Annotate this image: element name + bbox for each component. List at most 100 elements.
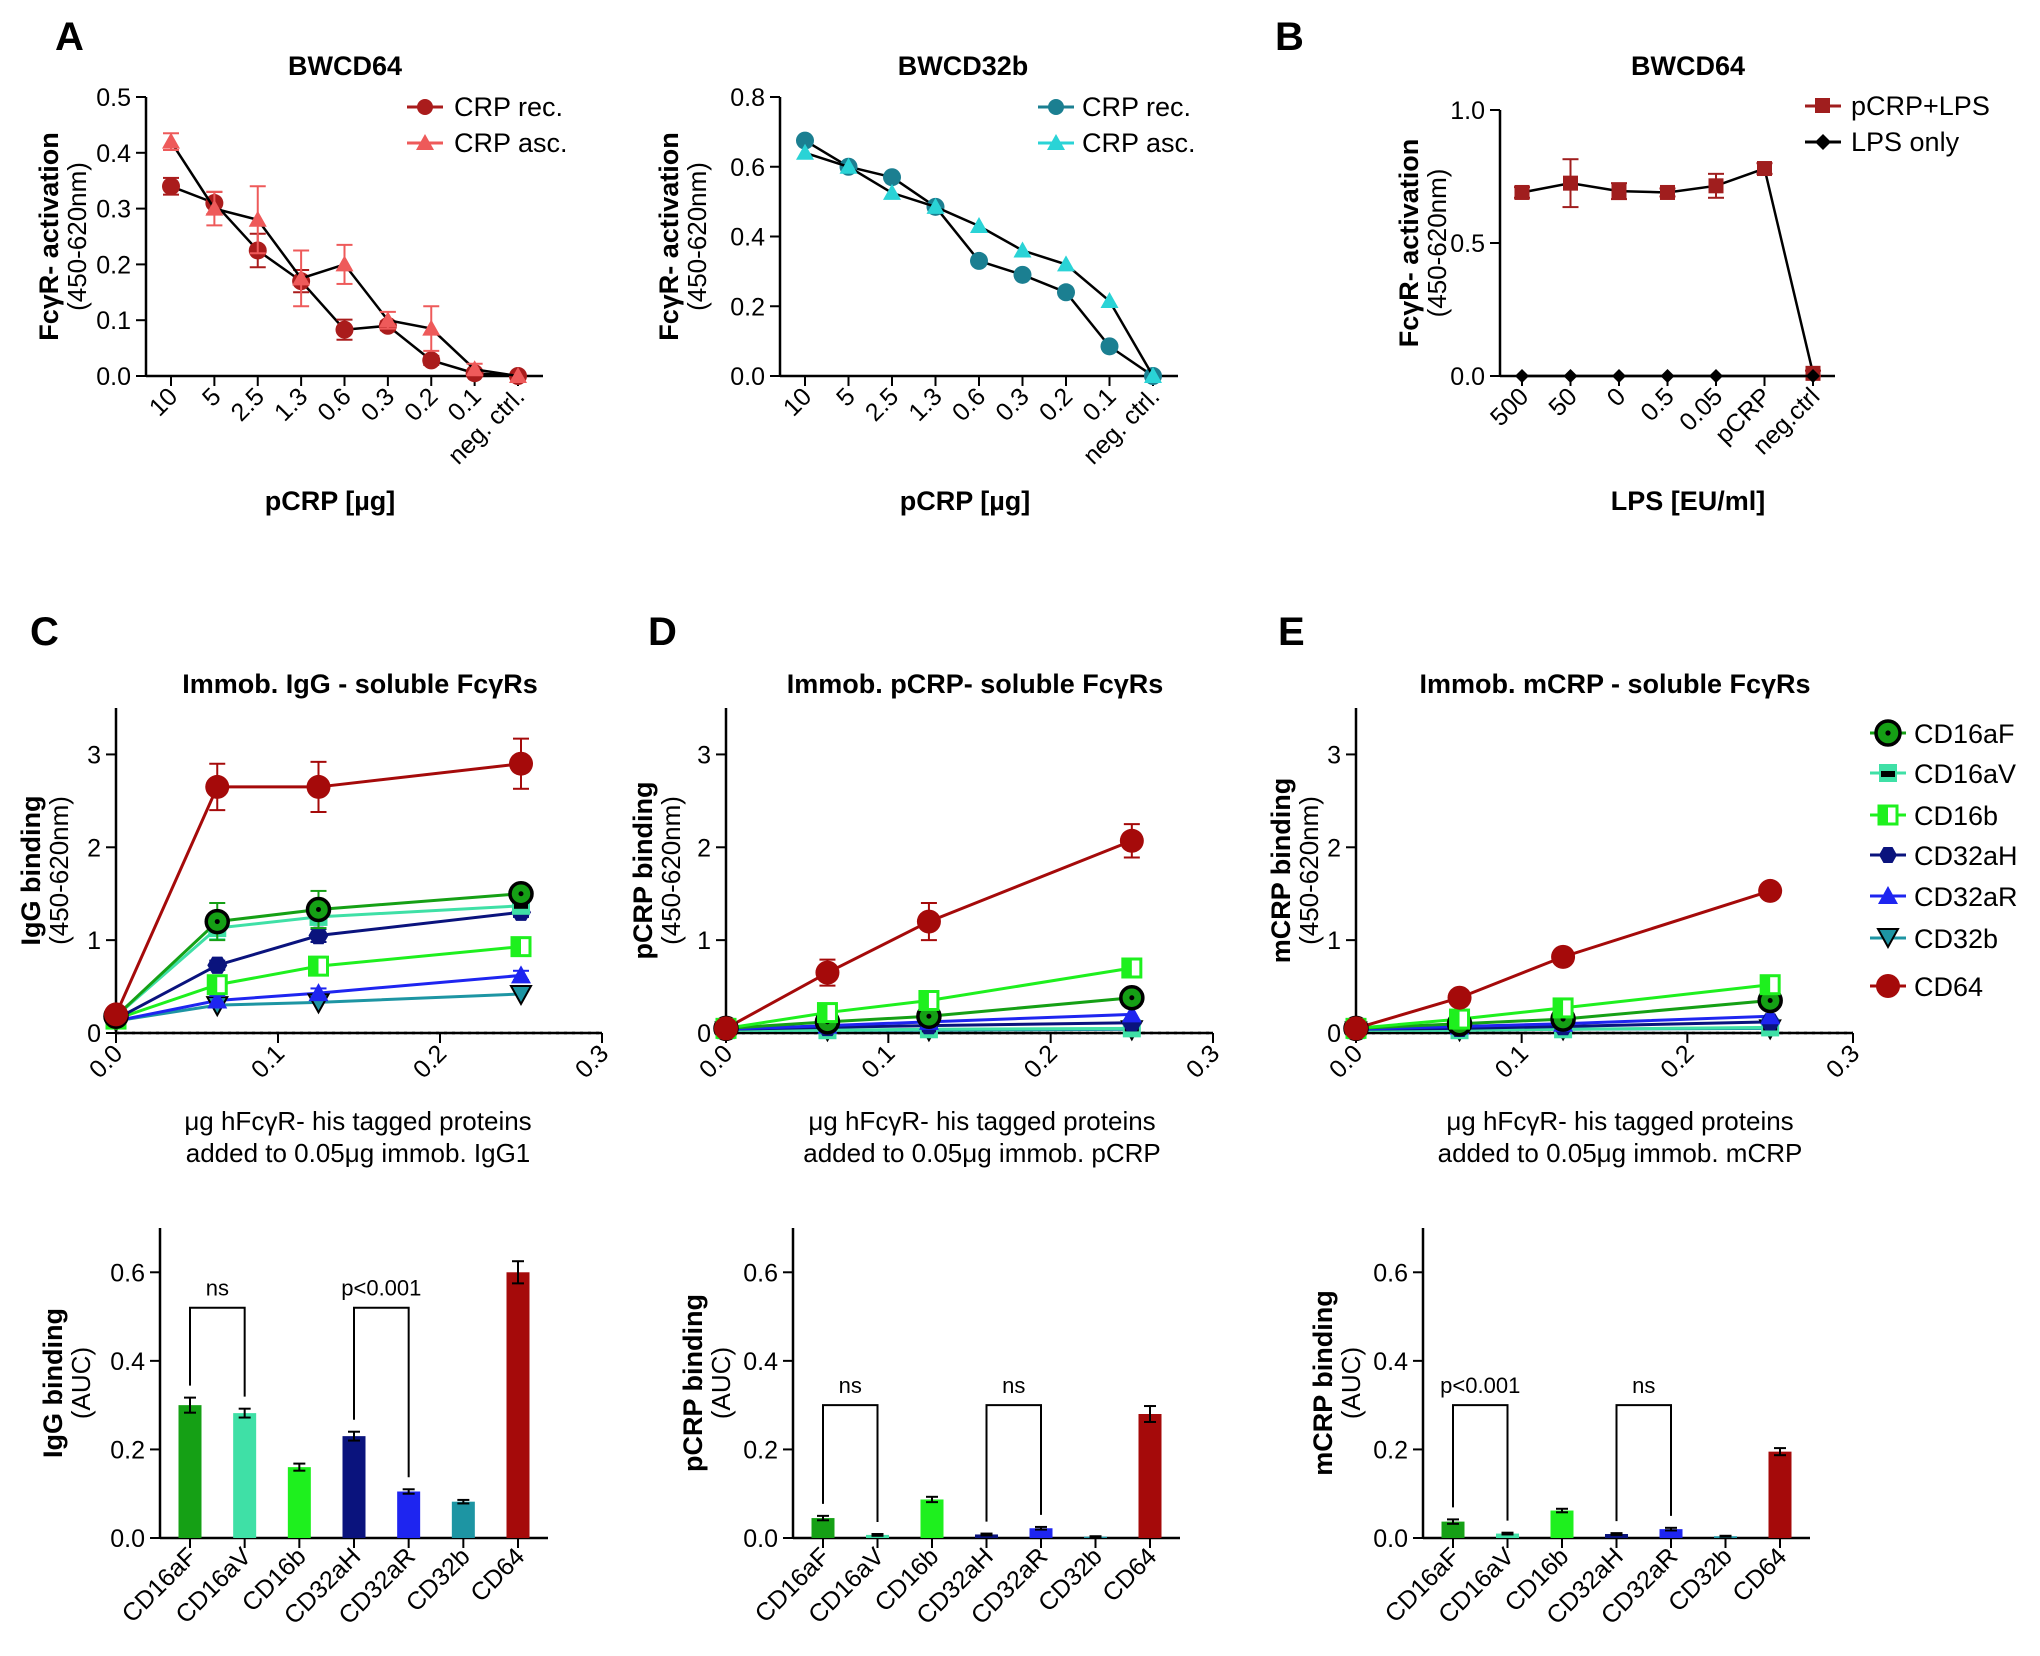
- b-ylabel-sub: (450-620nm): [1422, 169, 1452, 318]
- e-ylabel-main: mCRP binding: [1266, 778, 1296, 964]
- c-series-3-point-1: [207, 956, 228, 974]
- d-auc-bar-0: [811, 1518, 835, 1538]
- b-xtick-label-0: 500: [1485, 382, 1534, 431]
- d-xtick-label-2: 0.2: [1019, 1039, 1063, 1083]
- a1-ylabel-main: FcγR- activation: [34, 132, 64, 341]
- b-series-1-point-4: [1709, 369, 1723, 383]
- c-series-6-line: [115, 992, 522, 1023]
- legend-a2-label-asc: CRP asc.: [1082, 128, 1196, 158]
- legend-fcgr-marker-4: [1878, 886, 1898, 904]
- e-ytick-label-0: 0: [1327, 1020, 1341, 1048]
- a2-series-1-point-2: [883, 183, 901, 200]
- d-auc-sig-label-1: ns: [1002, 1373, 1025, 1398]
- d-ytick-label-2: 2: [697, 834, 711, 862]
- d-ylabel-main: pCRP binding: [628, 782, 658, 960]
- d-series-1-point-2-half: [919, 991, 929, 1010]
- c-series-4-point-1-half: [208, 975, 218, 994]
- d-series-2-point-2-dot: [926, 1013, 932, 1019]
- e-auc-bar-0: [1441, 1521, 1465, 1538]
- b-series-0-point-0: [1514, 184, 1530, 200]
- c-series-1-point-2-dot: [316, 907, 321, 912]
- a1-series-0-point-0: [162, 177, 180, 196]
- b-series-1-point-2: [1612, 369, 1626, 383]
- a1-ytick-label-4: 0.4: [96, 140, 131, 168]
- c-series-0-point-3: [509, 751, 533, 776]
- a2-ytick-label-1: 0.2: [730, 293, 765, 321]
- d-ylabel-sub: (450-620nm): [656, 796, 686, 945]
- e-auc-sig-bracket-1: [1615, 1404, 1672, 1522]
- d-xlabel-1: μg hFcγR- his tagged proteins: [808, 1106, 1155, 1136]
- c-xlabel-2: added to 0.05μg immob. IgG1: [186, 1138, 531, 1168]
- legend-b-marker-pcrp: [1815, 98, 1830, 113]
- d-auc-ylabel: pCRP binding(AUC): [678, 1294, 736, 1472]
- a1-series-1-point-4: [335, 255, 354, 272]
- d-series-1-point-3-half: [1122, 959, 1132, 977]
- b-series-1-point-6: [1806, 369, 1820, 383]
- a1-ylabel-sub: (450-620nm): [62, 162, 92, 311]
- legend-a1-marker-asc: [416, 134, 434, 150]
- a2-xtick-label-2: 2.5: [860, 382, 904, 426]
- d-series-2-point-3-dot: [1129, 995, 1135, 1001]
- legend-fcgr-half-2: [1879, 806, 1888, 824]
- legend-b-label-lps: LPS only: [1851, 127, 1960, 157]
- a2-xtick-label-4: 0.6: [947, 382, 991, 426]
- a2-title: BWCD32b: [898, 51, 1029, 81]
- e-auc-bar-2: [1550, 1510, 1574, 1538]
- a2-ylabel-sub: (450-620nm): [682, 162, 712, 311]
- e-xlabel-1: μg hFcγR- his tagged proteins: [1446, 1106, 1793, 1136]
- legend-fcgr-dot-0: [1885, 730, 1891, 736]
- b-ylabel: FcγR- activation(450-620nm): [1394, 139, 1452, 348]
- c-title: Immob. IgG - soluble FcγRs: [182, 669, 538, 699]
- a1-xtick-label-2: 2.5: [226, 382, 270, 426]
- e-auc-bar-3: [1605, 1534, 1628, 1538]
- e-auc-bar-4: [1659, 1529, 1683, 1538]
- legend-a1-label-asc: CRP asc.: [454, 128, 568, 158]
- a2-series-0-point-0: [796, 131, 814, 150]
- e-auc-ytick-label-1: 0.2: [1373, 1436, 1408, 1464]
- a1-xtick-label-0: 10: [144, 382, 183, 421]
- c-series-2-line: [115, 904, 522, 1018]
- b-series-0-point-4: [1708, 178, 1724, 194]
- c-series-4-line: [115, 945, 522, 1021]
- c-auc-ytick-label-1: 0.2: [110, 1436, 145, 1464]
- c-auc-ytick-label-0: 0.0: [110, 1525, 145, 1553]
- c-xtick-label-3: 0.3: [570, 1039, 614, 1083]
- legend-a2-marker-rec: [1048, 99, 1064, 115]
- c-xtick-label-1: 0.1: [246, 1039, 290, 1083]
- a1-ytick-label-1: 0.1: [96, 307, 131, 335]
- c-auc-ylabel: IgG binding(AUC): [38, 1308, 96, 1458]
- c-auc-sig-label-0: ns: [206, 1276, 229, 1301]
- chart-e-auc: 0.00.20.40.6CD16aFCD16aVCD16bCD32aHCD32a…: [1308, 1228, 1810, 1630]
- b-title: BWCD64: [1631, 51, 1745, 81]
- d-series-5-line: [726, 1026, 1132, 1032]
- d-auc-ytick-label-2: 0.4: [743, 1348, 778, 1376]
- a2-ytick-label-0: 0.0: [730, 363, 765, 391]
- a1-ytick-label-3: 0.3: [96, 196, 131, 224]
- e-auc-ytick-label-2: 0.4: [1373, 1348, 1408, 1376]
- a2-ylabel: FcγR- activation(450-620nm): [654, 132, 712, 341]
- a1-ytick-label-2: 0.2: [96, 251, 131, 279]
- a1-series-0-point-4: [335, 320, 354, 339]
- e-auc-ylabel-main: mCRP binding: [1308, 1290, 1338, 1476]
- c-auc-bar-5: [451, 1501, 475, 1538]
- legend-a1-marker-rec: [417, 99, 433, 115]
- panel-label-c: C: [30, 610, 59, 654]
- b-xtick-label-2: 0: [1602, 382, 1632, 412]
- legend-b-label-pcrp: pCRP+LPS: [1851, 91, 1990, 121]
- c-series-3-line: [115, 910, 522, 1021]
- e-auc-ytick-label-0: 0.0: [1373, 1525, 1408, 1553]
- a1-ytick-label-5: 0.5: [96, 84, 131, 112]
- c-xtick-label-2: 0.2: [408, 1039, 452, 1083]
- legend-fcgr-label-1: CD16aV: [1914, 759, 2016, 789]
- legend-b: pCRP+LPS LPS only: [1805, 91, 1990, 157]
- a2-xtick-label-6: 0.2: [1034, 382, 1078, 426]
- c-series-0-point-0: [104, 1002, 128, 1027]
- c-series-0-point-1: [205, 774, 230, 799]
- c-series-5-point-1: [207, 990, 228, 1009]
- chart-d-auc: 0.00.20.40.6CD16aFCD16aVCD16bCD32aHCD32a…: [678, 1228, 1180, 1630]
- a2-series-0-point-7: [1100, 337, 1119, 356]
- c-auc-sig-bracket-1: [353, 1306, 410, 1478]
